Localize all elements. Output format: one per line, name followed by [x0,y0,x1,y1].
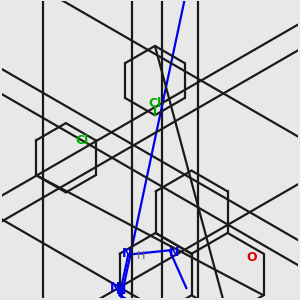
Text: N: N [116,284,127,297]
Text: N: N [110,281,120,294]
Text: N: N [122,247,133,260]
Text: H: H [137,251,146,261]
Text: O: O [246,251,257,264]
Text: Cl: Cl [75,134,88,147]
Text: N: N [169,246,180,259]
Text: Cl: Cl [148,97,162,110]
